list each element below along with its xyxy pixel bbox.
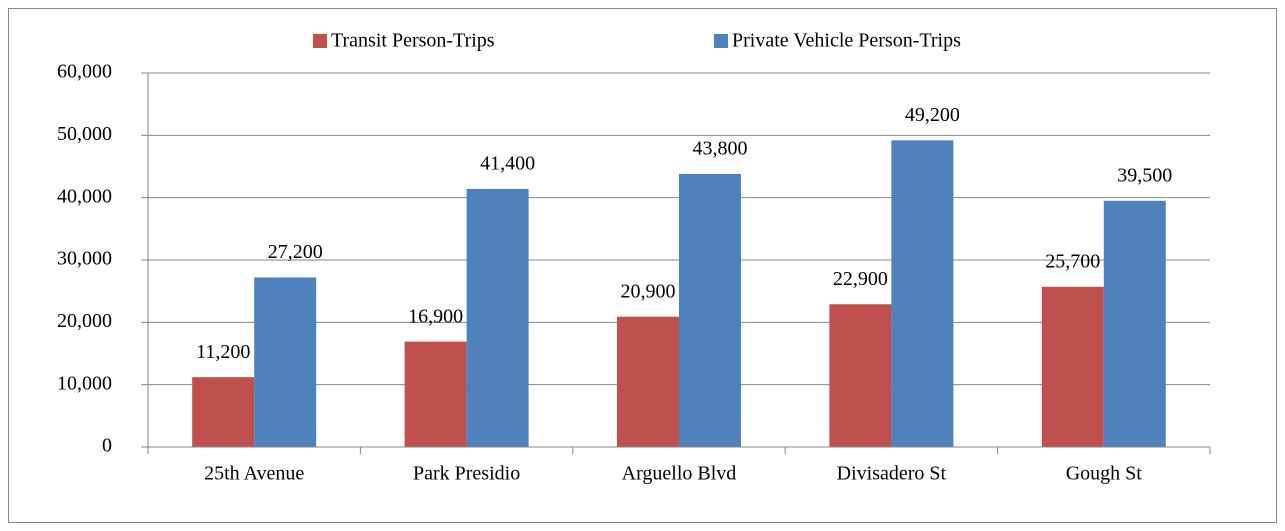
legend-swatch [313, 34, 327, 48]
bar [891, 140, 954, 447]
x-tick-label: 25th Avenue [204, 463, 304, 485]
y-tick-label: 20,000 [57, 310, 112, 332]
bar [829, 304, 892, 447]
legend-label: Private Vehicle Person-Trips [732, 30, 961, 52]
value-label: 16,900 [408, 305, 463, 327]
value-label: 49,200 [905, 104, 960, 126]
value-label: 39,500 [1117, 164, 1172, 186]
bar [1103, 200, 1166, 447]
value-label: 20,900 [621, 280, 676, 302]
value-label: 25,700 [1045, 250, 1100, 272]
y-tick-label: 0 [102, 435, 112, 457]
x-tick-label: Park Presidio [413, 463, 520, 485]
value-label: 41,400 [480, 153, 535, 175]
bar [404, 341, 467, 447]
value-label: 43,800 [693, 138, 748, 160]
x-tick-label: Divisadero St [837, 463, 947, 485]
y-tick-label: 50,000 [57, 123, 112, 145]
y-tick-label: 10,000 [57, 372, 112, 394]
bar [617, 316, 679, 447]
bar [254, 277, 317, 447]
y-tick-label: 40,000 [57, 185, 112, 207]
bar [1041, 286, 1104, 447]
x-tick-label: Arguello Blvd [622, 463, 737, 485]
bar [466, 188, 529, 447]
x-tick-label: Gough St [1066, 463, 1143, 485]
bar [192, 377, 255, 447]
legend-swatch [714, 34, 728, 48]
y-tick-label: 30,000 [57, 248, 112, 270]
y-tick-label: 60,000 [57, 61, 112, 83]
value-label: 27,200 [268, 241, 323, 263]
legend-label: Transit Person-Trips [331, 30, 495, 52]
value-label: 22,900 [833, 268, 888, 290]
bar [679, 173, 741, 448]
value-label: 11,200 [196, 341, 250, 363]
